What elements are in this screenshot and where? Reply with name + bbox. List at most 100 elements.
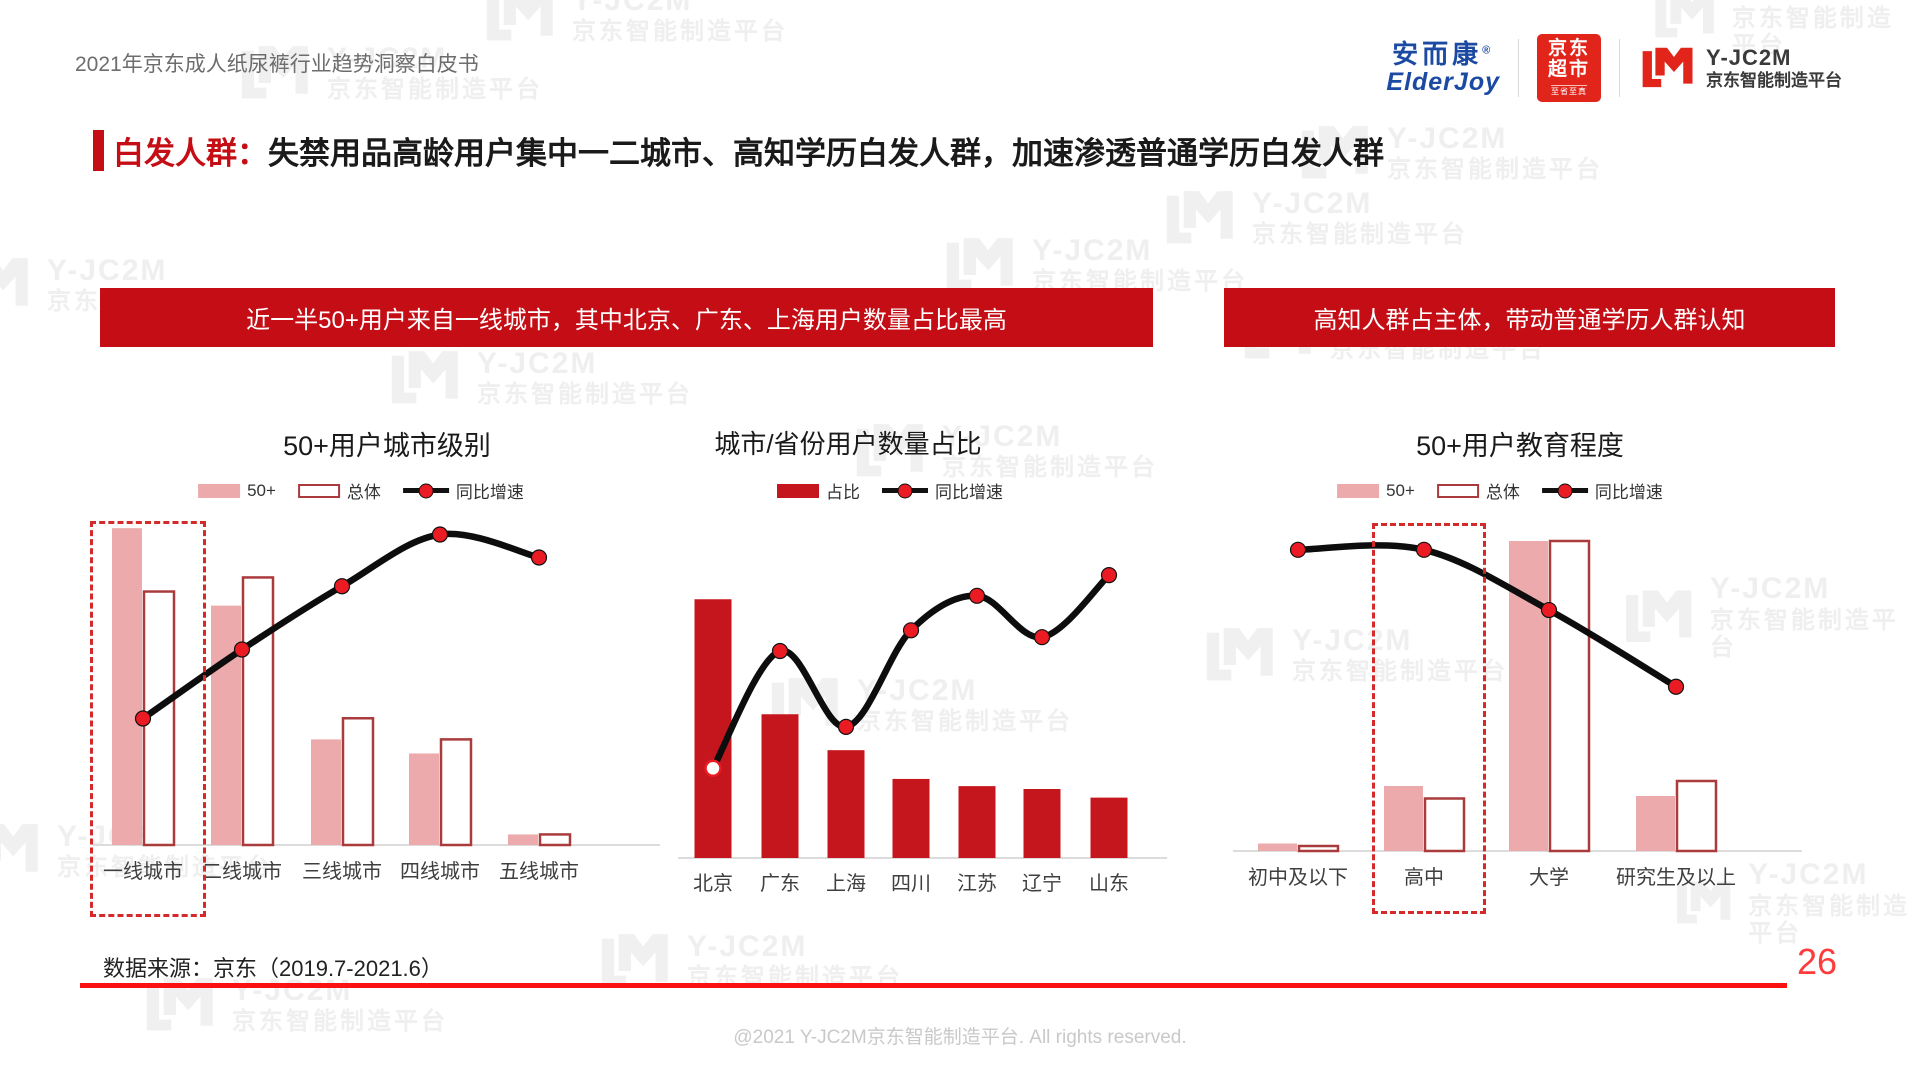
elderjoy-cn-label: 安而康 <box>1392 39 1483 70</box>
watermark-logo-icon <box>0 824 38 872</box>
legend-item: 总体 <box>297 478 381 503</box>
legend-item: 同比增速 <box>1541 478 1663 503</box>
category-label: 山东 <box>1089 872 1129 895</box>
category-label: 四川 <box>891 873 931 895</box>
legend-label: 50+ <box>247 480 276 500</box>
bar-share <box>958 786 996 858</box>
bar-total <box>1297 844 1340 853</box>
legend-item: 占比 <box>777 478 860 503</box>
highlight-box-highschool <box>1372 523 1486 914</box>
watermark-text: 京东智能制造平台 <box>1748 892 1911 948</box>
category-label: 北京 <box>693 872 733 895</box>
growth-point <box>1540 601 1558 619</box>
bar-share <box>892 778 930 858</box>
jd-supermarket-line2: 超市 <box>1547 59 1590 81</box>
legend-line-swatch <box>882 483 928 498</box>
bar-50plus <box>1384 786 1423 851</box>
category-label: 高中 <box>1404 866 1444 889</box>
bar-50plus <box>311 739 341 845</box>
legend-label: 同比增速 <box>935 483 1003 502</box>
chart-legend: 50+ 总体 同比增速 <box>1337 478 1663 503</box>
growth-point <box>771 642 789 660</box>
yjc2m-logo-icon <box>1642 47 1693 88</box>
chart-canvas-education: 初中及以下 高中 大学 研究生及以上 <box>1233 539 1802 889</box>
yjc2m-name-label: Y-JC2M <box>1706 44 1792 70</box>
legend-label: 同比增速 <box>455 483 524 502</box>
growth-point <box>134 710 152 727</box>
bar-total <box>538 833 572 847</box>
bar-share <box>1023 789 1061 858</box>
growth-point <box>530 549 548 566</box>
category-label: 五线城市 <box>499 860 579 883</box>
watermark-text: Y-JC2M <box>1252 186 1373 220</box>
watermark-text: 京东智能制造平台 <box>477 381 693 409</box>
page-title-highlight: 白发人群： <box>113 136 268 171</box>
legend-item: 总体 <box>1436 478 1520 503</box>
legend-label: 占比 <box>826 483 860 502</box>
legend-swatch <box>1337 483 1380 498</box>
chart-canvas-city-tier: 一线城市 二线城市 三线城市 四线城市 五线城市 <box>93 526 660 883</box>
watermark-text: Y-JC2M <box>477 346 598 380</box>
category-label: 二线城市 <box>202 860 282 883</box>
bar-share <box>1090 797 1128 858</box>
page-number: 26 <box>1797 941 1838 982</box>
page-title-rest: 失禁用品高龄用户集中一二城市、高知学历白发人群，加速渗透普通学历白发人群 <box>268 136 1384 171</box>
category-label: 上海 <box>826 872 866 895</box>
legend-item: 同比增速 <box>402 478 524 503</box>
growth-point <box>233 641 251 658</box>
watermark-text: 京东智能制造平台 <box>232 1008 448 1036</box>
legend-item: 同比增速 <box>882 478 1003 503</box>
title-accent-bar <box>93 130 104 171</box>
bar-total <box>341 717 375 847</box>
page-title: 白发人群：失禁用品高龄用户集中一二城市、高知学历白发人群，加速渗透普通学历白发人… <box>113 128 1384 173</box>
growth-point <box>1667 678 1685 695</box>
chart-canvas-province-share: 北京 广东 上海 四川 江苏 辽宁 山东 <box>678 566 1167 895</box>
bar-50plus <box>112 528 142 845</box>
yjc2m-subtitle-label: 京东智能制造平台 <box>1706 71 1842 90</box>
category-label: 辽宁 <box>1022 872 1062 895</box>
category-label: 研究生及以上 <box>1616 866 1736 889</box>
legend-item: 50+ <box>198 481 276 501</box>
category-label: 江苏 <box>957 872 997 895</box>
watermark-logo-icon <box>1166 191 1233 244</box>
legend-label: 同比增速 <box>1594 483 1663 502</box>
growth-point <box>968 587 986 604</box>
category-label: 三线城市 <box>302 860 382 883</box>
legend-swatch <box>297 483 340 498</box>
legend-swatch <box>1436 483 1479 498</box>
legend-item: 50+ <box>1337 481 1415 501</box>
chart-legend: 占比 同比增速 <box>777 478 1003 503</box>
category-label: 广东 <box>760 872 800 895</box>
watermark-text: Y-JC2M <box>1387 121 1508 155</box>
legend-line-swatch <box>1541 483 1588 498</box>
legend-line-swatch <box>402 483 449 498</box>
watermark-text: Y-JC2M <box>687 929 808 963</box>
logo-divider <box>1518 39 1519 97</box>
category-label: 一线城市 <box>103 860 183 883</box>
logo-divider <box>1619 39 1620 97</box>
bar-total <box>1548 539 1591 853</box>
bar-50plus <box>1258 843 1297 851</box>
legend-label: 总体 <box>1485 483 1520 502</box>
watermark-logo-icon <box>391 351 458 404</box>
legend-label: 总体 <box>346 483 381 502</box>
bar-50plus <box>211 605 241 845</box>
growth-line <box>1294 542 1680 690</box>
category-label: 大学 <box>1529 866 1569 889</box>
growth-point <box>431 526 449 543</box>
watermark-text: 京东智能制造平台 <box>327 76 543 104</box>
data-source: 数据来源：京东（2019.7-2021.6） <box>103 956 443 981</box>
chart-title-province-share: 城市/省份用户数量占比 <box>714 429 982 459</box>
category-label: 四线城市 <box>400 860 480 883</box>
banner-right: 高知人群占主体，带动普通学历人群认知 <box>1224 288 1835 347</box>
growth-point <box>704 759 722 778</box>
growth-point <box>1033 629 1051 646</box>
legend-swatch <box>777 483 819 498</box>
bar-share <box>761 714 799 858</box>
growth-point <box>333 578 351 595</box>
chart-title-education: 50+用户教育程度 <box>1416 431 1624 461</box>
banner-left: 近一半50+用户来自一线城市，其中北京、广东、上海用户数量占比最高 <box>100 288 1153 347</box>
jd-supermarket-line1: 京东 <box>1547 38 1590 60</box>
chart-legend: 50+ 总体 同比增速 <box>198 478 524 503</box>
legend-label: 50+ <box>1386 480 1415 500</box>
